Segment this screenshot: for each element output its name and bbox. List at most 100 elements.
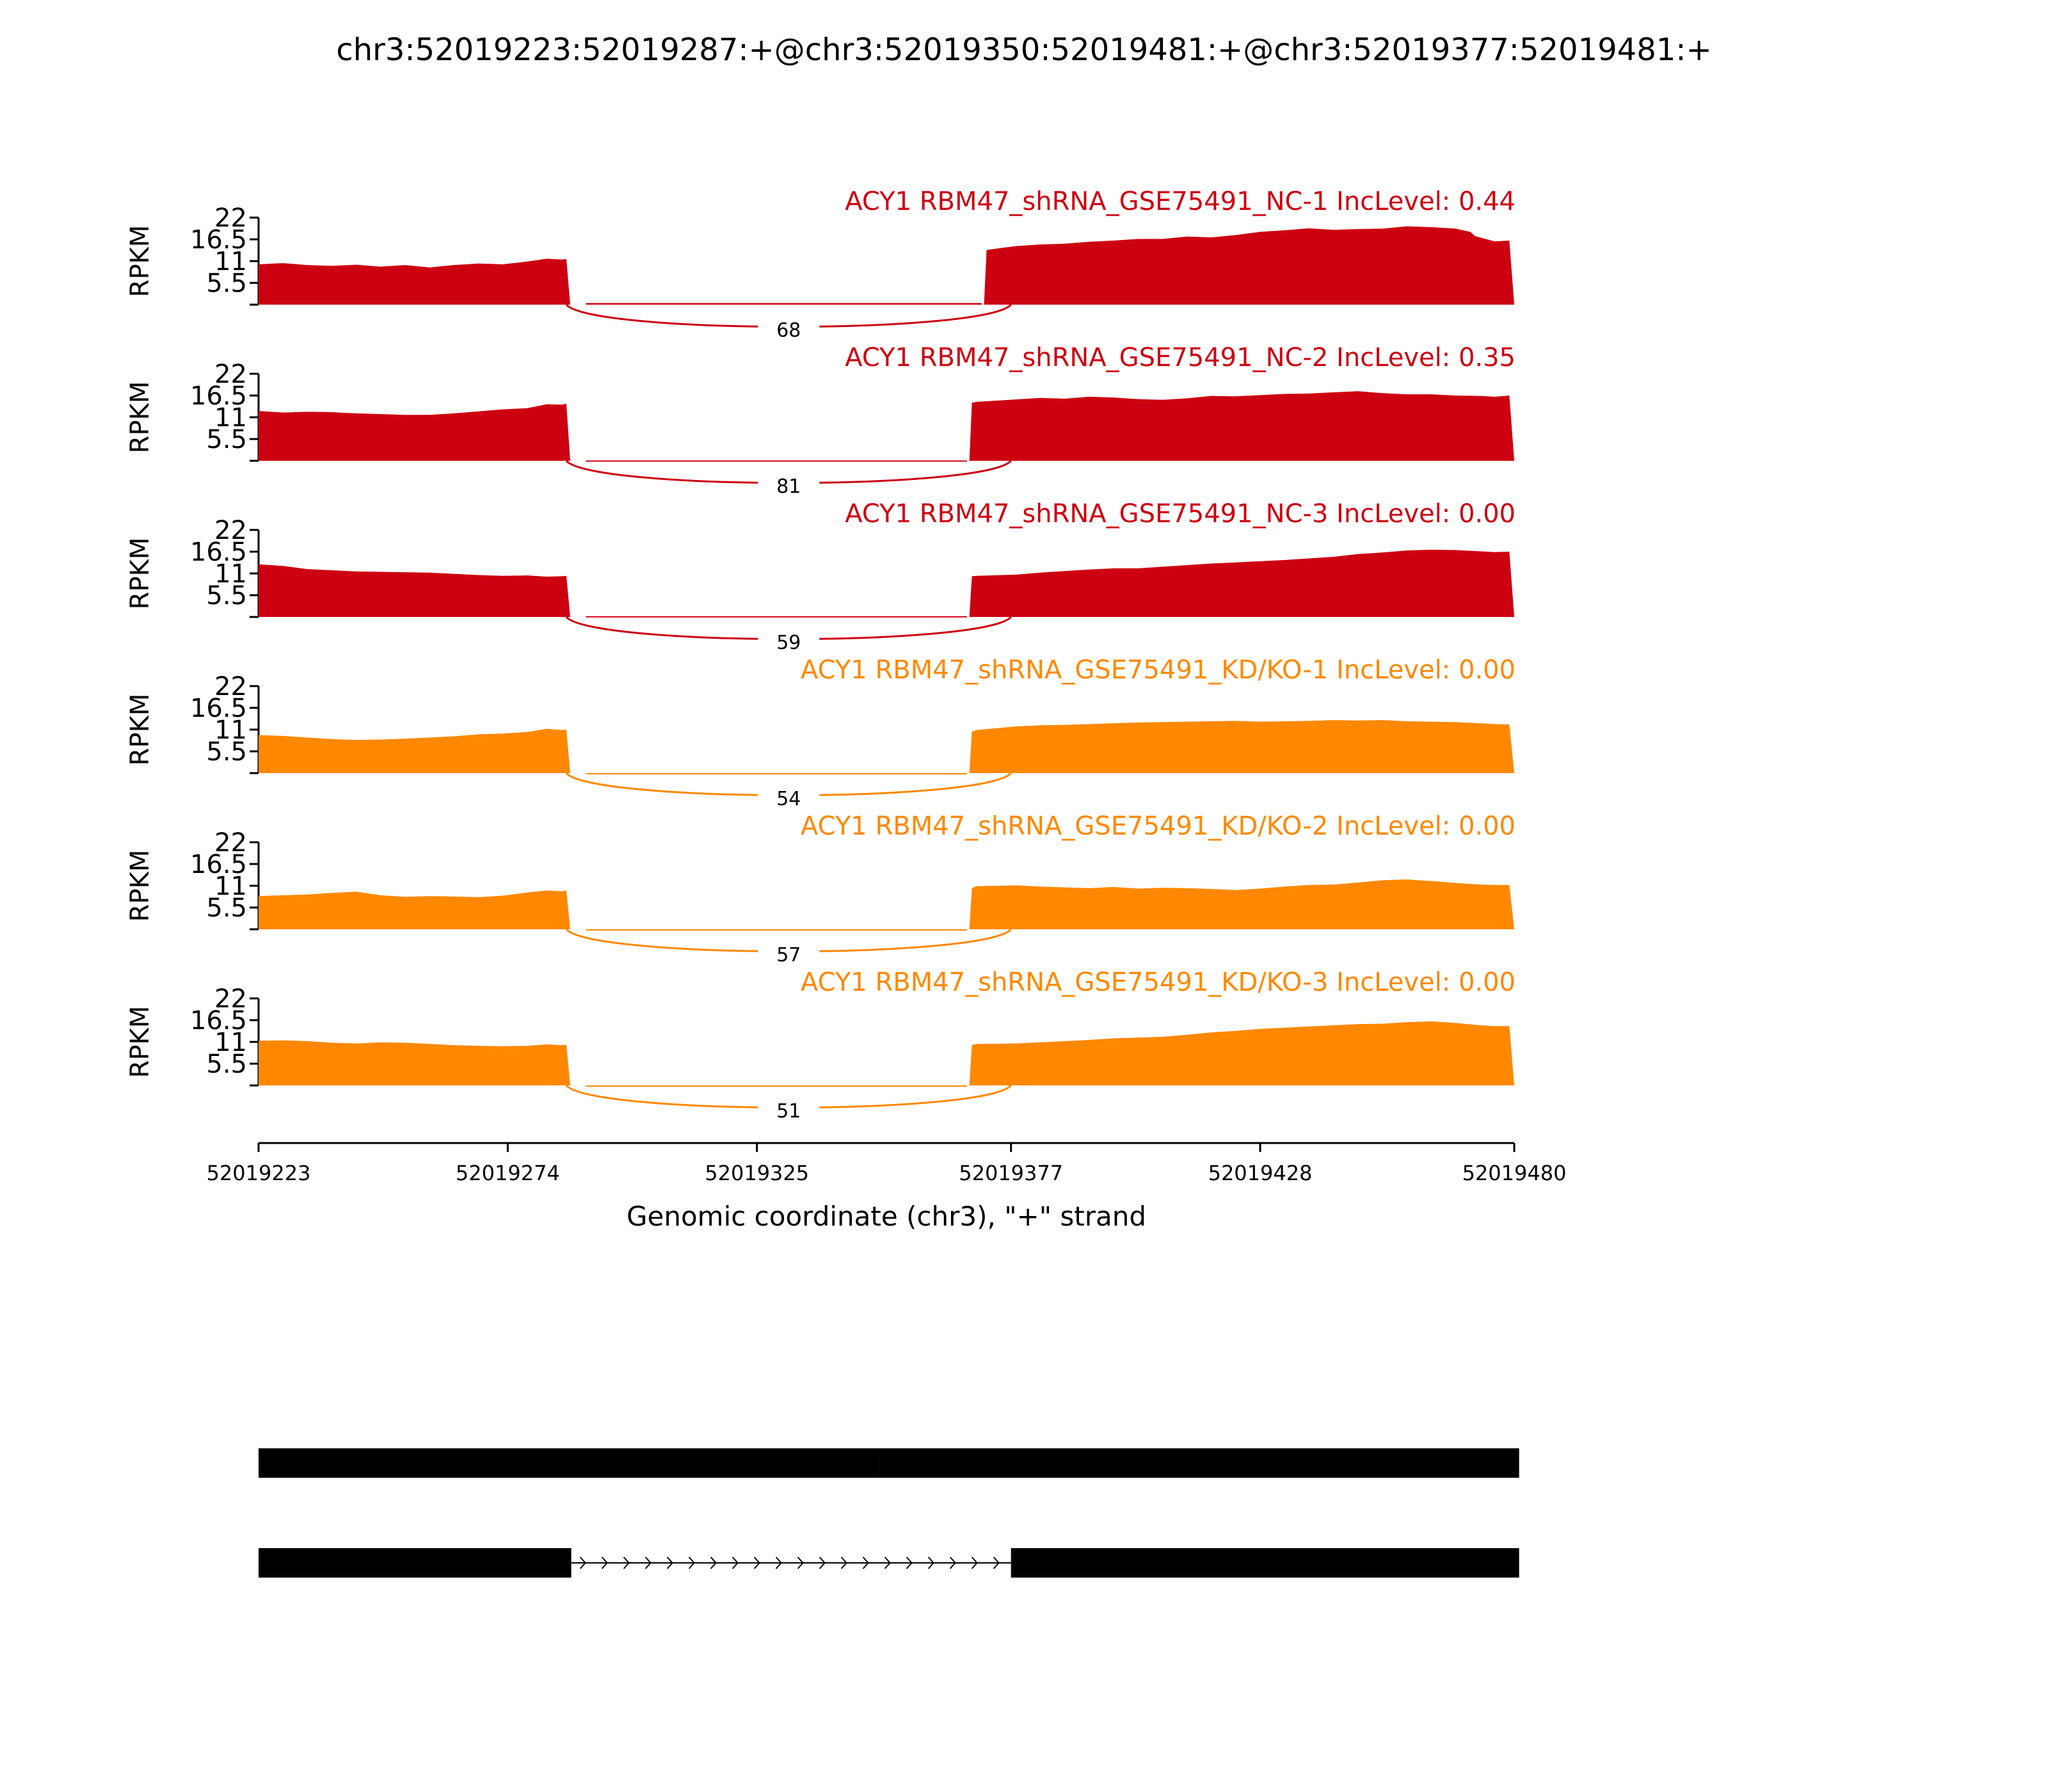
coverage-area-left xyxy=(259,259,570,305)
y-tick-label: 11 xyxy=(214,872,247,901)
track-label: ACY1 RBM47_shRNA_GSE75491_KD/KO-2 IncLev… xyxy=(801,812,1516,841)
coverage-area-right xyxy=(969,720,1514,773)
x-tick-label: 52019325 xyxy=(705,1161,809,1185)
gene-model-1 xyxy=(259,1448,1519,1478)
x-tick-label: 52019223 xyxy=(207,1161,311,1185)
strand-arrow-icon xyxy=(797,1556,804,1569)
strand-arrow-icon xyxy=(906,1556,913,1569)
coverage-area-intron xyxy=(586,460,967,462)
gene-model-2 xyxy=(259,1548,1519,1578)
coverage-area-intron xyxy=(586,773,967,774)
strand-arrow-icon xyxy=(775,1556,782,1569)
strand-arrow-icon xyxy=(884,1556,891,1569)
exon-block xyxy=(1011,1548,1519,1578)
x-axis: 52019223 52019274 52019325 52019377 52019428… xyxy=(207,1142,1567,1232)
strand-arrow-icon xyxy=(732,1556,739,1569)
coverage-area-left xyxy=(259,890,570,929)
y-tick-label: 5.5 xyxy=(206,737,247,767)
coverage-area-left xyxy=(259,403,570,461)
strand-arrow-icon xyxy=(993,1556,1000,1569)
coverage-area-right xyxy=(969,549,1514,617)
y-tick-label: 16.5 xyxy=(190,694,247,723)
x-tick-label: 52019480 xyxy=(1462,1161,1567,1185)
y-tick-label: 16.5 xyxy=(190,538,247,567)
y-tick-label: 5.5 xyxy=(206,425,247,454)
junction-label-bg xyxy=(758,786,820,812)
y-tick-label: 5.5 xyxy=(206,893,247,923)
junction-count: 51 xyxy=(776,1100,801,1123)
y-axis-label: RPKM xyxy=(125,850,155,922)
y-tick-label: 22 xyxy=(214,828,247,858)
exon-block xyxy=(259,1548,572,1578)
y-tick-label: 22 xyxy=(214,204,247,233)
strand-arrow-icon xyxy=(840,1556,847,1569)
x-tick-label: 52019274 xyxy=(456,1161,560,1185)
y-axis-label: RPKM xyxy=(125,225,155,298)
coverage-area-left xyxy=(259,564,570,617)
exon-block xyxy=(259,1448,572,1478)
y-axis-label: RPKM xyxy=(125,694,155,766)
y-tick-label: 11 xyxy=(214,716,247,745)
coverage-area-intron xyxy=(586,303,982,305)
figure-title: chr3:52019223:52019287:+@chr3:52019350:5… xyxy=(336,32,1711,68)
strand-arrow-icon xyxy=(601,1556,608,1569)
x-axis-label: Genomic coordinate (chr3), "+" strand xyxy=(627,1201,1146,1232)
strand-arrow-icon xyxy=(579,1556,586,1569)
y-tick-label: 22 xyxy=(214,516,247,545)
exon-block xyxy=(566,1448,879,1478)
strand-arrow-icon xyxy=(927,1556,934,1569)
coverage-area-right xyxy=(969,391,1514,461)
junction-label-bg xyxy=(758,1098,820,1124)
strand-arrow-icon xyxy=(623,1556,630,1569)
coverage-area-right xyxy=(984,226,1514,305)
track-label: ACY1 RBM47_shRNA_GSE75491_NC-3 IncLevel:… xyxy=(845,499,1516,529)
junction-count: 68 xyxy=(776,319,801,342)
y-tick-label: 5.5 xyxy=(206,581,247,611)
track-label: ACY1 RBM47_shRNA_GSE75491_KD/KO-3 IncLev… xyxy=(801,968,1516,997)
y-tick-label: 5.5 xyxy=(206,269,247,298)
junction-count: 54 xyxy=(776,788,801,810)
coverage-area-left xyxy=(259,728,570,773)
coverage-area-right xyxy=(969,879,1514,929)
junction-label-bg xyxy=(758,474,820,499)
y-tick-label: 11 xyxy=(214,1028,247,1057)
gene-models xyxy=(259,1448,1519,1578)
y-tick-label: 16.5 xyxy=(190,1006,247,1036)
coverage-area-right xyxy=(969,1021,1514,1085)
x-tick-label: 52019428 xyxy=(1208,1161,1313,1185)
strand-arrow-icon xyxy=(666,1556,673,1569)
junction-label-bg xyxy=(758,942,820,968)
strand-arrow-icon xyxy=(949,1556,956,1569)
junction-label-bg xyxy=(758,317,820,343)
y-tick-label: 11 xyxy=(214,403,247,433)
y-axis-label: RPKM xyxy=(125,1006,155,1078)
y-tick-label: 16.5 xyxy=(190,381,247,411)
junction-count: 81 xyxy=(776,476,801,498)
coverage-area-intron xyxy=(586,929,967,931)
y-tick-label: 11 xyxy=(214,559,247,589)
strand-arrow-icon xyxy=(753,1556,760,1569)
track-label: ACY1 RBM47_shRNA_GSE75491_NC-1 IncLevel:… xyxy=(845,187,1516,216)
x-tick-label: 52019377 xyxy=(959,1161,1063,1185)
y-tick-label: 16.5 xyxy=(190,850,247,879)
junction-count: 59 xyxy=(776,632,801,654)
junction-label-bg xyxy=(758,630,820,655)
coverage-area-intron xyxy=(586,616,967,618)
track-label: ACY1 RBM47_shRNA_GSE75491_KD/KO-1 IncLev… xyxy=(801,655,1516,685)
track-label: ACY1 RBM47_shRNA_GSE75491_NC-2 IncLevel:… xyxy=(845,343,1516,372)
strand-arrow-icon xyxy=(819,1556,826,1569)
y-tick-label: 11 xyxy=(214,247,247,276)
y-axis-label: RPKM xyxy=(125,538,155,610)
strand-arrow-icon xyxy=(710,1556,717,1569)
y-tick-label: 22 xyxy=(214,984,247,1014)
strand-arrow-icon xyxy=(971,1556,978,1569)
y-axis-label: RPKM xyxy=(125,381,155,454)
y-tick-label: 22 xyxy=(214,360,247,389)
